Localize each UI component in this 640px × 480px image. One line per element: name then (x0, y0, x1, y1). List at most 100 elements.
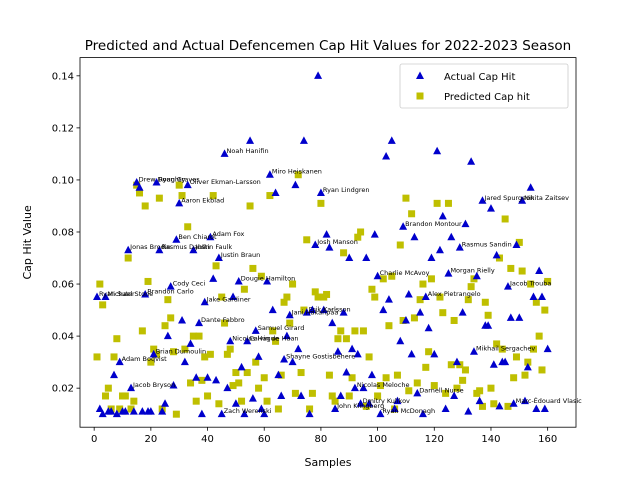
legend-actual-marker (416, 71, 424, 79)
actual-point (311, 240, 320, 249)
actual-point (305, 409, 314, 418)
predicted-point (368, 285, 376, 293)
predicted-point (413, 379, 421, 387)
predicted-point (130, 397, 138, 405)
predicted-point (504, 402, 512, 410)
actual-point (365, 399, 374, 407)
point-label: Marc-Édouard Vlasic (516, 396, 583, 405)
actual-point (274, 370, 283, 379)
x-tick-label: 140 (481, 434, 500, 445)
point-label: Rasmus Sandin (462, 241, 512, 249)
predicted-point (405, 387, 413, 395)
actual-point (328, 318, 337, 327)
predicted-point (487, 384, 495, 392)
actual-point (308, 305, 317, 314)
actual-point (183, 180, 192, 189)
predicted-point (447, 361, 455, 369)
predicted-point (507, 264, 515, 272)
point-label: John Klingberg (336, 402, 384, 410)
actual-point (353, 349, 362, 358)
predicted-point (303, 236, 311, 244)
actual-point (107, 407, 116, 415)
predicted-point (99, 301, 107, 309)
actual-point (115, 357, 124, 366)
actual-point (350, 383, 359, 392)
predicted-point (232, 369, 240, 377)
predicted-point (442, 389, 450, 397)
predicted-point (348, 374, 356, 382)
y-tick-label: 0.12 (52, 123, 74, 134)
point-label: Zach Werenski (224, 407, 272, 415)
point-label: Brian Dumoulin (156, 347, 206, 355)
predicted-point (379, 275, 387, 283)
predicted-point (527, 280, 535, 288)
predicted-point (538, 366, 546, 374)
point-label: Calvin de Haan (249, 334, 298, 342)
predicted-point (306, 405, 314, 413)
point-label: Michael Stone (108, 290, 154, 298)
point-label: Adam Boqvist (122, 355, 167, 363)
actual-point (152, 178, 161, 186)
predicted-point (323, 290, 331, 298)
point-label: Brandon Carlo (147, 287, 194, 295)
actual-point (438, 211, 447, 220)
point-label: Alex Pietrangelo (428, 290, 481, 298)
actual-point (192, 373, 201, 381)
actual-point (399, 222, 408, 230)
point-label: Nikita Zaitsev (524, 194, 569, 202)
predicted-point (96, 280, 104, 288)
predicted-point (467, 283, 475, 291)
predicted-point (385, 322, 393, 330)
predicted-point (170, 348, 178, 356)
predicted-point (393, 371, 401, 379)
point-label: Jacob Trouba (509, 280, 551, 288)
predicted-point (317, 199, 325, 207)
actual-point (518, 196, 527, 204)
predicted-point (240, 285, 248, 293)
actual-point (484, 321, 493, 329)
actual-point (240, 409, 249, 418)
actual-point (146, 407, 155, 415)
predicted-point (374, 392, 382, 400)
predicted-point (257, 272, 265, 280)
actual-point (413, 388, 422, 397)
predicted-point (153, 350, 161, 358)
actual-point (393, 396, 402, 405)
predicted-point (243, 369, 251, 377)
actual-point (180, 357, 189, 366)
predicted-point (167, 314, 175, 322)
predicted-point (212, 262, 220, 270)
predicted-point (342, 335, 350, 343)
predicted-point (459, 376, 467, 384)
predicted-point (289, 280, 297, 288)
legend-box (399, 63, 569, 109)
actual-point (149, 349, 158, 358)
point-label: Miro Heiskanen (272, 168, 322, 176)
actual-point (348, 344, 357, 353)
predicted-point (294, 171, 302, 179)
actual-point (520, 396, 529, 405)
actual-point (254, 352, 263, 360)
actual-point (543, 344, 552, 353)
predicted-point (351, 327, 359, 335)
predicted-point (357, 228, 365, 236)
predicted-point (416, 296, 424, 304)
actual-point (268, 305, 277, 314)
actual-point (489, 360, 498, 368)
actual-point (127, 383, 136, 392)
actual-point (237, 362, 246, 371)
point-label: Ben Chiarot (178, 233, 217, 241)
point-label: Erik Karlsson (309, 306, 351, 314)
actual-point (220, 149, 229, 157)
predicted-point (314, 293, 322, 301)
actual-point (285, 310, 294, 319)
predicted-point (113, 335, 121, 343)
actual-point (512, 240, 521, 249)
predicted-point (484, 311, 492, 319)
actual-point (229, 292, 238, 301)
predicted-point (501, 215, 509, 223)
actual-point (461, 219, 470, 228)
point-label: Ryan Suter (99, 290, 135, 298)
actual-point (427, 253, 436, 262)
